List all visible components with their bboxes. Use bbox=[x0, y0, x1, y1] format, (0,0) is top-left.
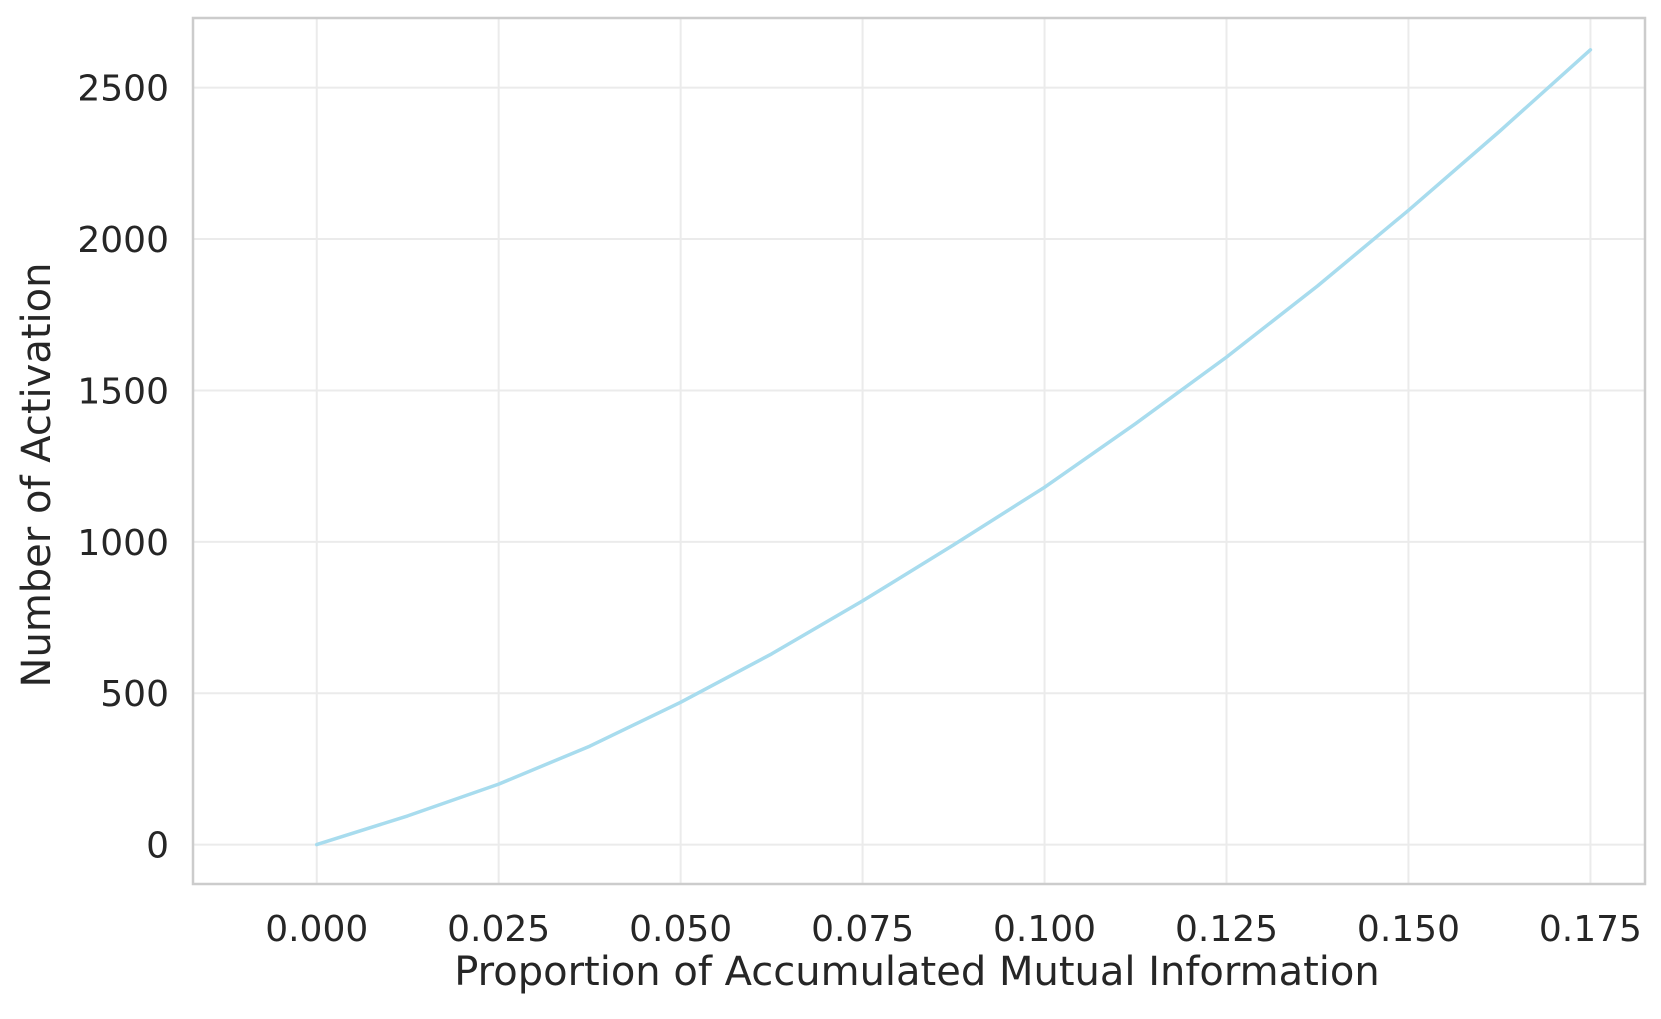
x-tick-label: 0.125 bbox=[1175, 909, 1278, 950]
grid-lines bbox=[193, 18, 1645, 884]
series-layer bbox=[314, 48, 1593, 847]
plot-frame bbox=[191, 16, 1647, 886]
y-tick-label: 500 bbox=[100, 674, 169, 715]
x-tick-label: 0.075 bbox=[811, 909, 914, 950]
y-tick-label: 1000 bbox=[77, 523, 169, 564]
y-tick-label: 1500 bbox=[77, 371, 169, 412]
y-tick-labels: 0 500 1000 1500 2000 2500 bbox=[77, 69, 169, 867]
y-axis-label: Number of Activation bbox=[14, 263, 60, 688]
x-tick-label: 0.175 bbox=[1539, 909, 1642, 950]
x-tick-label: 0.025 bbox=[447, 909, 550, 950]
x-tick-labels: 0.000 0.025 0.050 0.075 0.100 0.125 0.150 0.175 bbox=[265, 909, 1642, 950]
series-line-0 bbox=[314, 48, 1593, 847]
x-tick-label: 0.050 bbox=[629, 909, 732, 950]
y-tick-label: 2000 bbox=[77, 220, 169, 261]
y-tick-label: 0 bbox=[146, 826, 169, 867]
y-tick-label: 2500 bbox=[77, 69, 169, 110]
x-tick-label: 0.000 bbox=[265, 909, 368, 950]
x-tick-label: 0.100 bbox=[993, 909, 1096, 950]
x-axis-label: Proportion of Accumulated Mutual Informa… bbox=[454, 949, 1380, 995]
x-tick-label: 0.150 bbox=[1357, 909, 1460, 950]
